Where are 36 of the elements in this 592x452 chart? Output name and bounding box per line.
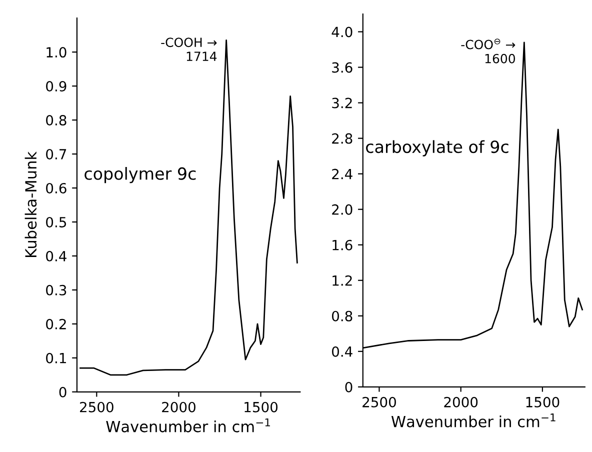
- y-tick-label: 2.0: [332, 204, 352, 215]
- y-tick-label: 0.5: [46, 216, 66, 228]
- y-tick-label: 2.8: [332, 133, 352, 144]
- y-tick-label: 0: [59, 386, 66, 398]
- x-tick-label: 2000: [162, 402, 196, 412]
- y-tick-label: 0.4: [46, 250, 66, 262]
- y-tick-label: 1.2: [332, 275, 352, 286]
- y-tick-label: 0: [345, 382, 352, 392]
- x-tick-label: 2000: [444, 396, 478, 408]
- y-tick-label: 0.1: [46, 352, 66, 364]
- x-tick-label: 1500: [244, 402, 278, 412]
- annotation: -COOH → 1714: [161, 38, 217, 61]
- y-tick-label: 4.0: [332, 26, 352, 38]
- x-tick-label: 2500: [362, 396, 396, 408]
- y-tick-label: 0.8: [46, 114, 66, 126]
- x-tick-label: 2500: [80, 402, 114, 412]
- annotation: -COO$^{⊖}$ → 1600: [461, 38, 516, 64]
- line-series: [80, 39, 298, 376]
- y-tick-label: 0.9: [46, 81, 66, 92]
- annotation: carboxylate of 9c: [366, 140, 508, 156]
- y-tick-label: 0.8: [332, 310, 352, 322]
- x-tick-label: 1500: [526, 396, 560, 408]
- y-tick-label: 0.4: [332, 346, 352, 357]
- y-axis-title: Kubelka-Munk: [24, 151, 37, 258]
- y-tick-label: 2.4: [332, 168, 352, 180]
- x-axis-title: Wavenumber in cm$^{−1}$: [391, 413, 556, 428]
- y-tick-label: 1.0: [46, 47, 66, 58]
- y-tick-label: 3.2: [332, 98, 352, 108]
- y-tick-label: 1.6: [332, 240, 352, 250]
- y-tick-label: 3.6: [332, 62, 352, 73]
- y-tick-label: 0.7: [46, 148, 66, 160]
- x-axis-title: Wavenumber in cm$^{−1}$: [106, 418, 270, 432]
- annotation: copolymer 9c: [84, 167, 196, 184]
- y-tick-label: 0.2: [46, 318, 66, 330]
- y-tick-label: 0.3: [46, 284, 66, 296]
- y-tick-label: 0.6: [46, 182, 66, 194]
